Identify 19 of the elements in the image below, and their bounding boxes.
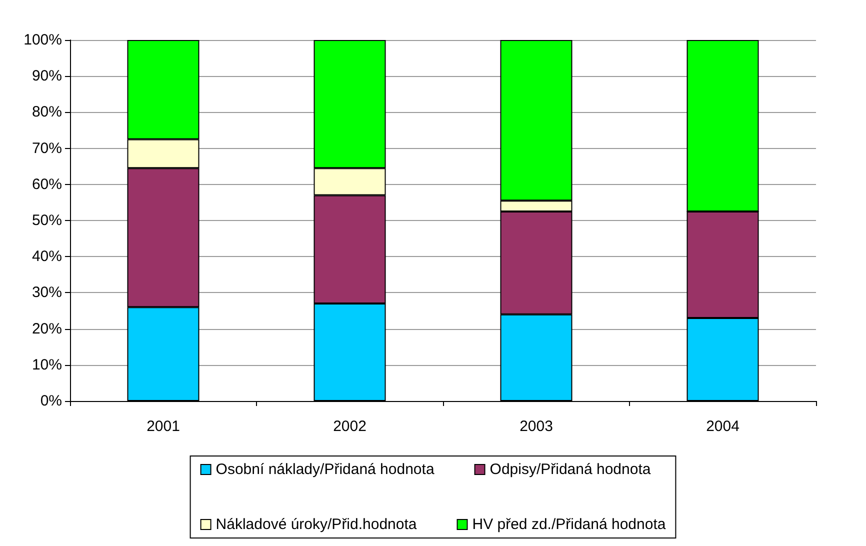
legend-label: Osobní náklady/Přidaná hodnota [216, 461, 435, 478]
y-tick-label: 0% [40, 392, 62, 410]
x-tick-label: 2004 [706, 418, 740, 435]
legend-label: HV před zd./Přidaná hodnota [472, 516, 666, 533]
legend-label: Odpisy/Přidaná hodnota [490, 461, 652, 478]
y-tick-label: 40% [32, 248, 62, 266]
y-tick-label: 80% [32, 104, 62, 121]
x-tick-label: 2003 [520, 418, 553, 435]
x-tick-label: 2002 [333, 418, 366, 435]
y-tick-label: 90% [32, 68, 62, 85]
y-tick-label: 20% [32, 320, 62, 338]
y-tick-label: 10% [32, 356, 62, 374]
legend-label: Nákladové úroky/Přid.hodnota [216, 516, 418, 533]
y-tick-label: 30% [32, 284, 62, 302]
y-tick-label: 50% [32, 212, 62, 229]
y-tick-label: 60% [32, 176, 62, 193]
y-tick-label: 100% [24, 32, 62, 48]
y-tick-label: 70% [32, 140, 62, 157]
x-tick-label: 2001 [146, 418, 180, 435]
